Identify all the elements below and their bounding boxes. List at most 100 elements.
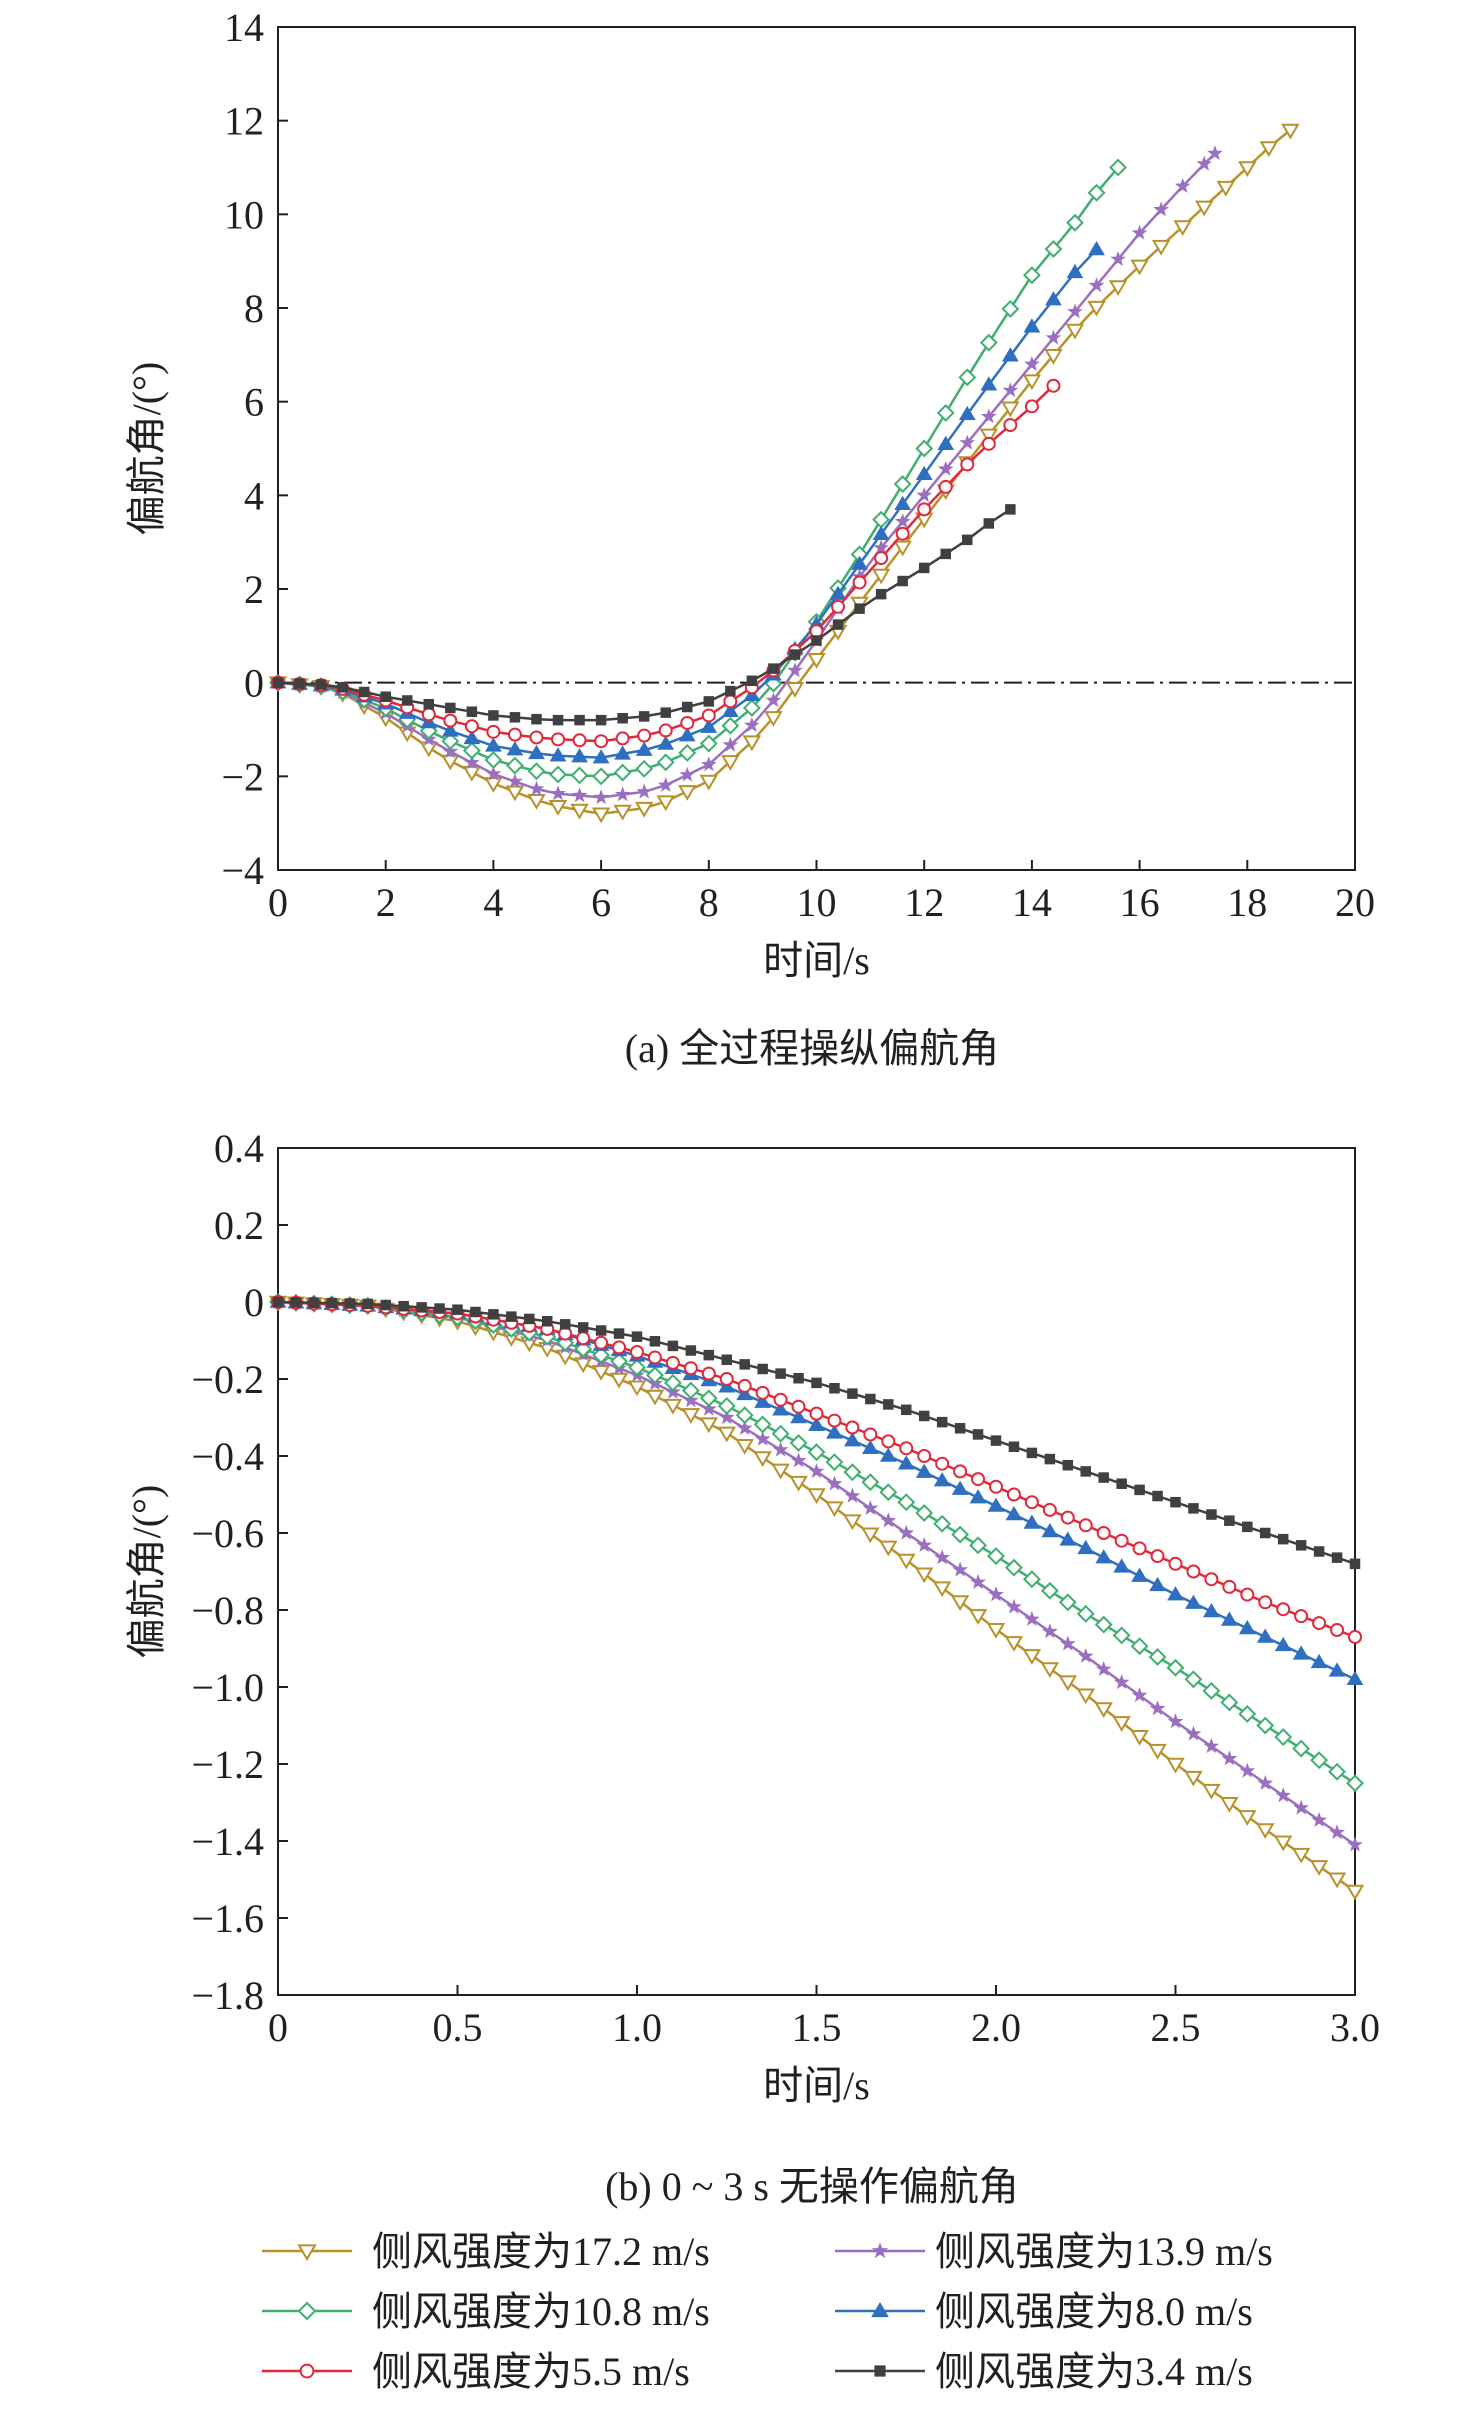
marker-triangle-down (785, 682, 805, 698)
marker-triangle-up (937, 435, 955, 451)
marker-triangle-down (613, 804, 632, 821)
marker-square (1005, 504, 1016, 515)
marker-circle (1114, 1533, 1129, 1548)
marker-triangle-up (678, 727, 696, 742)
marker-diamond (1066, 213, 1084, 232)
marker-square (466, 706, 478, 717)
marker-triangle-down (681, 1408, 701, 1424)
marker-star (550, 785, 566, 801)
marker-triangle-down (663, 1398, 683, 1415)
chart-a-x-tick-label: 14 (1012, 880, 1052, 925)
marker-square (954, 1423, 966, 1434)
marker-triangle-up (1238, 1619, 1256, 1635)
marker-star (1131, 1687, 1148, 1703)
marker-diamond (933, 1514, 952, 1533)
marker-square (703, 1349, 715, 1361)
marker-star (683, 1392, 699, 1408)
marker-circle (630, 1345, 644, 1360)
marker-star (894, 513, 911, 529)
marker-triangle-down (591, 807, 611, 824)
marker-circle (683, 1361, 698, 1376)
marker-circle (1024, 399, 1039, 414)
marker-diamond (1022, 1570, 1041, 1589)
marker-square (416, 1302, 427, 1313)
marker-triangle-up (635, 741, 653, 756)
marker-triangle-up (1095, 1549, 1113, 1564)
marker-star (1060, 1635, 1076, 1651)
marker-star (736, 1420, 753, 1435)
marker-triangle-down (1108, 280, 1128, 296)
marker-square (524, 1313, 535, 1325)
marker-star (1149, 1700, 1166, 1716)
marker-triangle-up (528, 744, 545, 760)
marker-circle (719, 1372, 734, 1386)
marker-square (631, 1331, 643, 1342)
marker-triangle-up (894, 495, 912, 510)
marker-triangle-down (735, 1438, 754, 1455)
marker-triangle-up (871, 2302, 889, 2318)
marker-triangle-up (1088, 240, 1105, 256)
marker-triangle-up (700, 718, 718, 733)
marker-star (718, 1409, 735, 1425)
marker-triangle-down (1327, 1872, 1347, 1889)
marker-square (452, 1304, 463, 1315)
marker-square (401, 695, 413, 706)
chart-a-y-tick-label: −2 (221, 754, 264, 799)
marker-diamond (915, 1504, 934, 1522)
chart-a-y-tick-label: 0 (244, 661, 264, 706)
marker-circle (1240, 1587, 1255, 1602)
marker-square (682, 701, 693, 713)
marker-circle (1046, 378, 1061, 393)
marker-triangle-down (1194, 200, 1214, 217)
marker-circle (529, 730, 544, 745)
chart-b-y-axis-label: 偏航角/(°) (124, 1485, 169, 1659)
marker-circle (1042, 1502, 1057, 1517)
chart-b-y-tick-label: 0.2 (214, 1203, 264, 1248)
marker-star (1067, 303, 1083, 319)
marker-circle (1276, 1602, 1291, 1617)
marker-square (595, 714, 607, 726)
marker-diamond (1274, 1728, 1293, 1746)
marker-square (1170, 1496, 1181, 1508)
marker-square (577, 1322, 589, 1333)
marker-square (542, 1316, 553, 1327)
marker-circle (680, 715, 695, 730)
marker-star (790, 1452, 807, 1468)
chart-a-x-tick-label: 4 (483, 880, 503, 925)
marker-triangle-down (419, 741, 439, 758)
marker-triangle-down (1220, 1797, 1239, 1813)
marker-triangle-down (570, 803, 589, 820)
marker-circle (981, 436, 996, 451)
marker-square (1026, 1447, 1038, 1459)
marker-square (972, 1429, 984, 1440)
marker-square (854, 603, 865, 614)
marker-triangle-down (591, 1365, 611, 1381)
marker-square (326, 1297, 338, 1309)
marker-triangle-down (1238, 161, 1257, 177)
marker-star (1257, 1775, 1274, 1790)
marker-circle (773, 1392, 788, 1407)
marker-triangle-down (634, 801, 654, 818)
marker-triangle-down (764, 711, 783, 727)
marker-square (811, 1377, 822, 1389)
chart-a-y-tick-label: 2 (244, 567, 264, 612)
marker-square (1152, 1490, 1163, 1502)
marker-square (725, 685, 736, 697)
marker-star (571, 787, 588, 803)
marker-square (470, 1306, 481, 1318)
marker-square (1044, 1453, 1056, 1465)
marker-circle (863, 1427, 878, 1442)
chart-b-series-4 (271, 1295, 1362, 1644)
marker-square (1134, 1484, 1145, 1496)
marker-triangle-down (1148, 1743, 1167, 1760)
marker-square (308, 1297, 320, 1309)
marker-star (808, 1463, 825, 1479)
chart-a-x-tick-label: 18 (1227, 880, 1267, 925)
marker-star (485, 765, 502, 781)
marker-circle (1348, 1629, 1362, 1644)
marker-triangle-down (297, 2244, 317, 2261)
chart-a-caption: (a) 全过程操纵偏航角 (625, 1026, 999, 1071)
marker-diamond (1220, 1693, 1239, 1712)
marker-square (1295, 1540, 1307, 1551)
marker-diamond (1184, 1670, 1203, 1689)
